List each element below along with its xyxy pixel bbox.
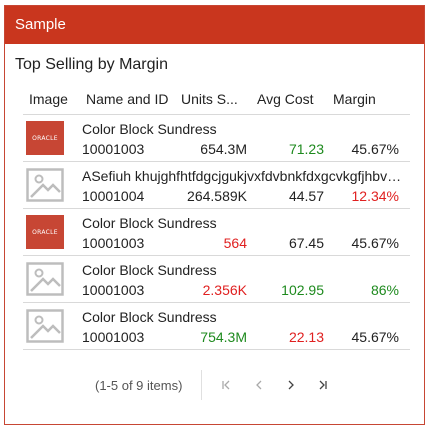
table-row[interactable]: ORACLE Color Block Sundress 10001003 564 67.… <box>23 209 410 256</box>
oracle-logo-icon: ORACLE <box>26 121 64 155</box>
units-sold: 654.3M <box>200 141 247 157</box>
column-header-units[interactable]: Units S... <box>181 91 238 107</box>
avg-cost: 71.23 <box>288 141 324 157</box>
avg-cost: 102.95 <box>281 282 324 298</box>
product-id: 10001003 <box>82 141 145 157</box>
units-sold: 754.3M <box>200 329 247 345</box>
placeholder-image-icon <box>26 309 64 343</box>
product-table: Image Name and ID Units S... Avg Cost Ma… <box>23 84 410 350</box>
card-title: Top Selling by Margin <box>15 56 168 73</box>
last-page-icon[interactable] <box>314 376 332 394</box>
sample-card: Sample Top Selling by Margin Image Name … <box>4 5 425 425</box>
column-header-avg-cost[interactable]: Avg Cost <box>257 91 314 107</box>
margin: 12.34% <box>351 188 399 204</box>
pagination-divider <box>201 370 202 400</box>
table-body: ORACLE Color Block Sundress 10001003 654.3M… <box>23 115 410 350</box>
pagination: (1-5 of 9 items) <box>5 370 426 400</box>
product-name: Color Block Sundress <box>82 309 217 325</box>
table-row[interactable]: ORACLE Color Block Sundress 10001003 654.3M… <box>23 115 410 162</box>
margin: 86% <box>370 282 399 298</box>
product-id: 10001003 <box>82 329 145 345</box>
previous-page-icon[interactable] <box>250 376 268 394</box>
table-row[interactable]: Color Block Sundress 10001003 2.356K 102.95… <box>23 256 410 303</box>
units-sold: 564 <box>223 235 247 251</box>
product-id: 10001003 <box>82 282 145 298</box>
product-name: Color Block Sundress <box>82 262 217 278</box>
next-page-icon[interactable] <box>282 376 300 394</box>
column-header-margin[interactable]: Margin <box>333 91 376 107</box>
card-header: Sample <box>5 6 424 44</box>
units-sold: 264.589K <box>187 188 247 204</box>
product-id: 10001003 <box>82 235 145 251</box>
product-name: Color Block Sundress <box>82 121 217 137</box>
margin: 45.67% <box>351 235 399 251</box>
column-header-name[interactable]: Name and ID <box>86 91 169 107</box>
placeholder-image-icon <box>26 262 64 296</box>
table-row[interactable]: ASefiuh khujghfhtfdgcjgukjvxfdvbnkfdxgcv… <box>23 162 410 209</box>
avg-cost: 44.57 <box>288 188 324 204</box>
avg-cost: 67.45 <box>288 235 324 251</box>
column-header-image[interactable]: Image <box>29 91 68 107</box>
oracle-logo-icon: ORACLE <box>26 215 64 249</box>
table-row[interactable]: Color Block Sundress 10001003 754.3M 22.13 4… <box>23 303 410 350</box>
pagination-info: (1-5 of 9 items) <box>95 378 183 393</box>
margin: 45.67% <box>351 329 399 345</box>
product-name: ASefiuh khujghfhtfdgcjgukjvxfdvbnkfdxgcv… <box>82 168 407 184</box>
avg-cost: 22.13 <box>288 329 324 345</box>
table-header: Image Name and ID Units S... Avg Cost Ma… <box>23 84 410 115</box>
placeholder-image-icon <box>26 168 64 202</box>
product-id: 10001004 <box>82 188 145 204</box>
product-name: Color Block Sundress <box>82 215 217 231</box>
units-sold: 2.356K <box>202 282 247 298</box>
first-page-icon[interactable] <box>217 376 235 394</box>
margin: 45.67% <box>351 141 399 157</box>
